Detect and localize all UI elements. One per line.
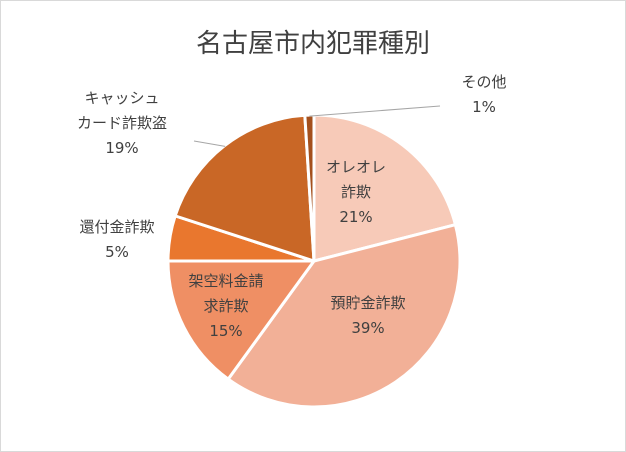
pie-slice <box>303 113 316 263</box>
leader-line <box>309 105 441 117</box>
slice-label: 架空料金請求詐欺 15% <box>188 272 263 340</box>
slice-label: 還付金詐欺 5% <box>79 218 154 261</box>
slice-label: その他 1% <box>461 73 506 116</box>
slice-label: オレオレ詐欺 21% <box>326 158 386 226</box>
pie-slice <box>226 223 462 409</box>
pie-slice <box>312 113 457 263</box>
pie-slice <box>166 259 316 381</box>
leader-line <box>193 140 226 147</box>
slice-label: 預貯金詐欺 39% <box>330 294 405 337</box>
slice-label: キャッシュカード詐欺盗 19% <box>77 89 167 157</box>
chart-title: 名古屋市内犯罪種別 <box>196 29 430 59</box>
pie-slice <box>173 113 316 263</box>
